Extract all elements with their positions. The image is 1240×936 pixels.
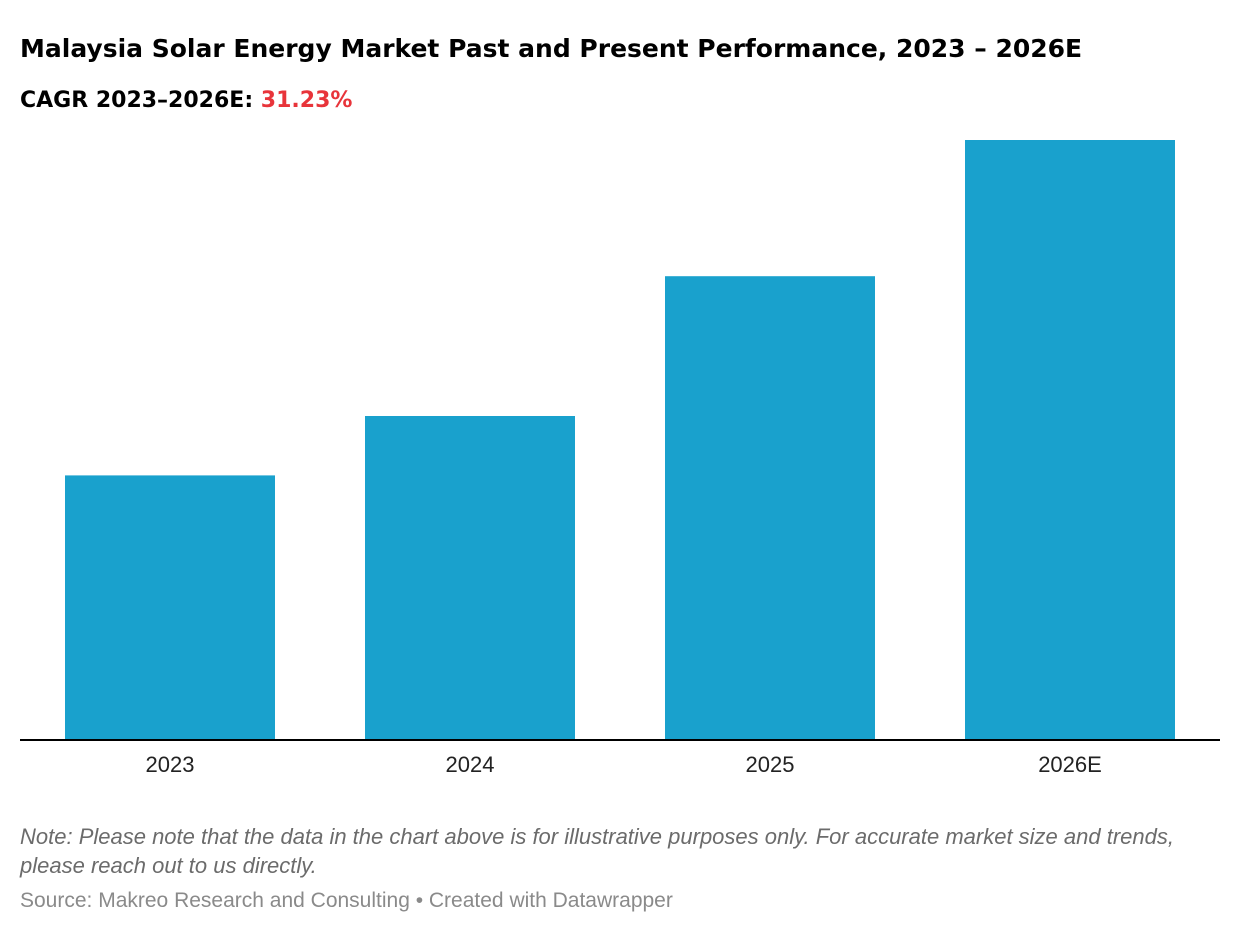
- chart-subtitle: CAGR 2023–2026E: 31.23%: [20, 88, 352, 113]
- cagr-value: 31.23%: [260, 88, 353, 113]
- bar-2024: [365, 416, 575, 740]
- bar-2023: [65, 475, 275, 740]
- chart-note: Note: Please note that the data in the c…: [20, 824, 1174, 878]
- bar-2026e: [965, 140, 1175, 740]
- cagr-label: CAGR 2023–2026E:: [20, 88, 254, 113]
- bar-chart: 2023 2024 2025 2026E: [20, 140, 1220, 777]
- x-tick-label-2026e: 2026E: [1038, 752, 1102, 777]
- bar-2025: [665, 276, 875, 740]
- chart-source: Source: Makreo Research and Consulting •…: [20, 889, 673, 912]
- x-tick-label-2025: 2025: [746, 752, 795, 777]
- bars-group: [65, 140, 1175, 740]
- x-tick-label-2024: 2024: [446, 752, 495, 777]
- x-axis-labels: 2023 2024 2025 2026E: [146, 752, 1102, 777]
- x-tick-label-2023: 2023: [146, 752, 195, 777]
- chart-title: Malaysia Solar Energy Market Past and Pr…: [20, 34, 1083, 63]
